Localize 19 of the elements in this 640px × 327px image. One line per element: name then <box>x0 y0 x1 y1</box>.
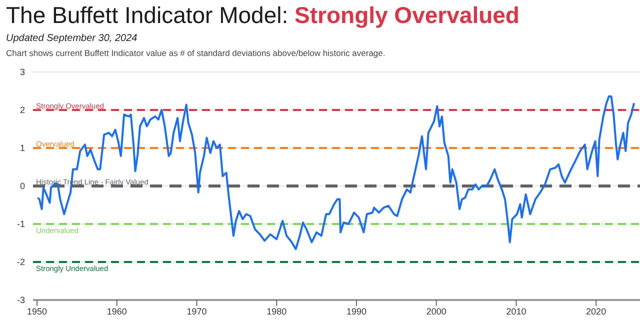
y-tick-label: 0 <box>20 181 25 192</box>
text: Chart shows current Buffett Indicator value as # of standard deviations above/below historic average. <box>6 48 386 58</box>
x-tick-label: 2010 <box>506 306 526 316</box>
x-tick-label: 2000 <box>426 306 446 316</box>
y-tick-label: 3 <box>20 67 25 78</box>
y-tick-label: 1 <box>20 143 25 154</box>
x-tick-label: 2020 <box>586 306 606 316</box>
y-tick-label: -1 <box>16 219 25 230</box>
x-tick-label: 1980 <box>266 306 287 316</box>
x-tick-label: 1990 <box>346 306 366 316</box>
chart-subtitle: Updated September 30, 2024 <box>6 33 138 44</box>
y-tick-label: 2 <box>20 105 25 116</box>
chart-title: The Buffett Indicator Model: Strongly Overvalued <box>6 2 520 28</box>
y-tick-label: -2 <box>16 257 25 268</box>
x-tick-label: 1960 <box>106 306 127 316</box>
x-tick-label: 1950 <box>26 306 48 316</box>
x-tick-label: 1970 <box>186 306 207 316</box>
line-series <box>36 95 636 250</box>
y-tick-label: -3 <box>16 295 25 306</box>
